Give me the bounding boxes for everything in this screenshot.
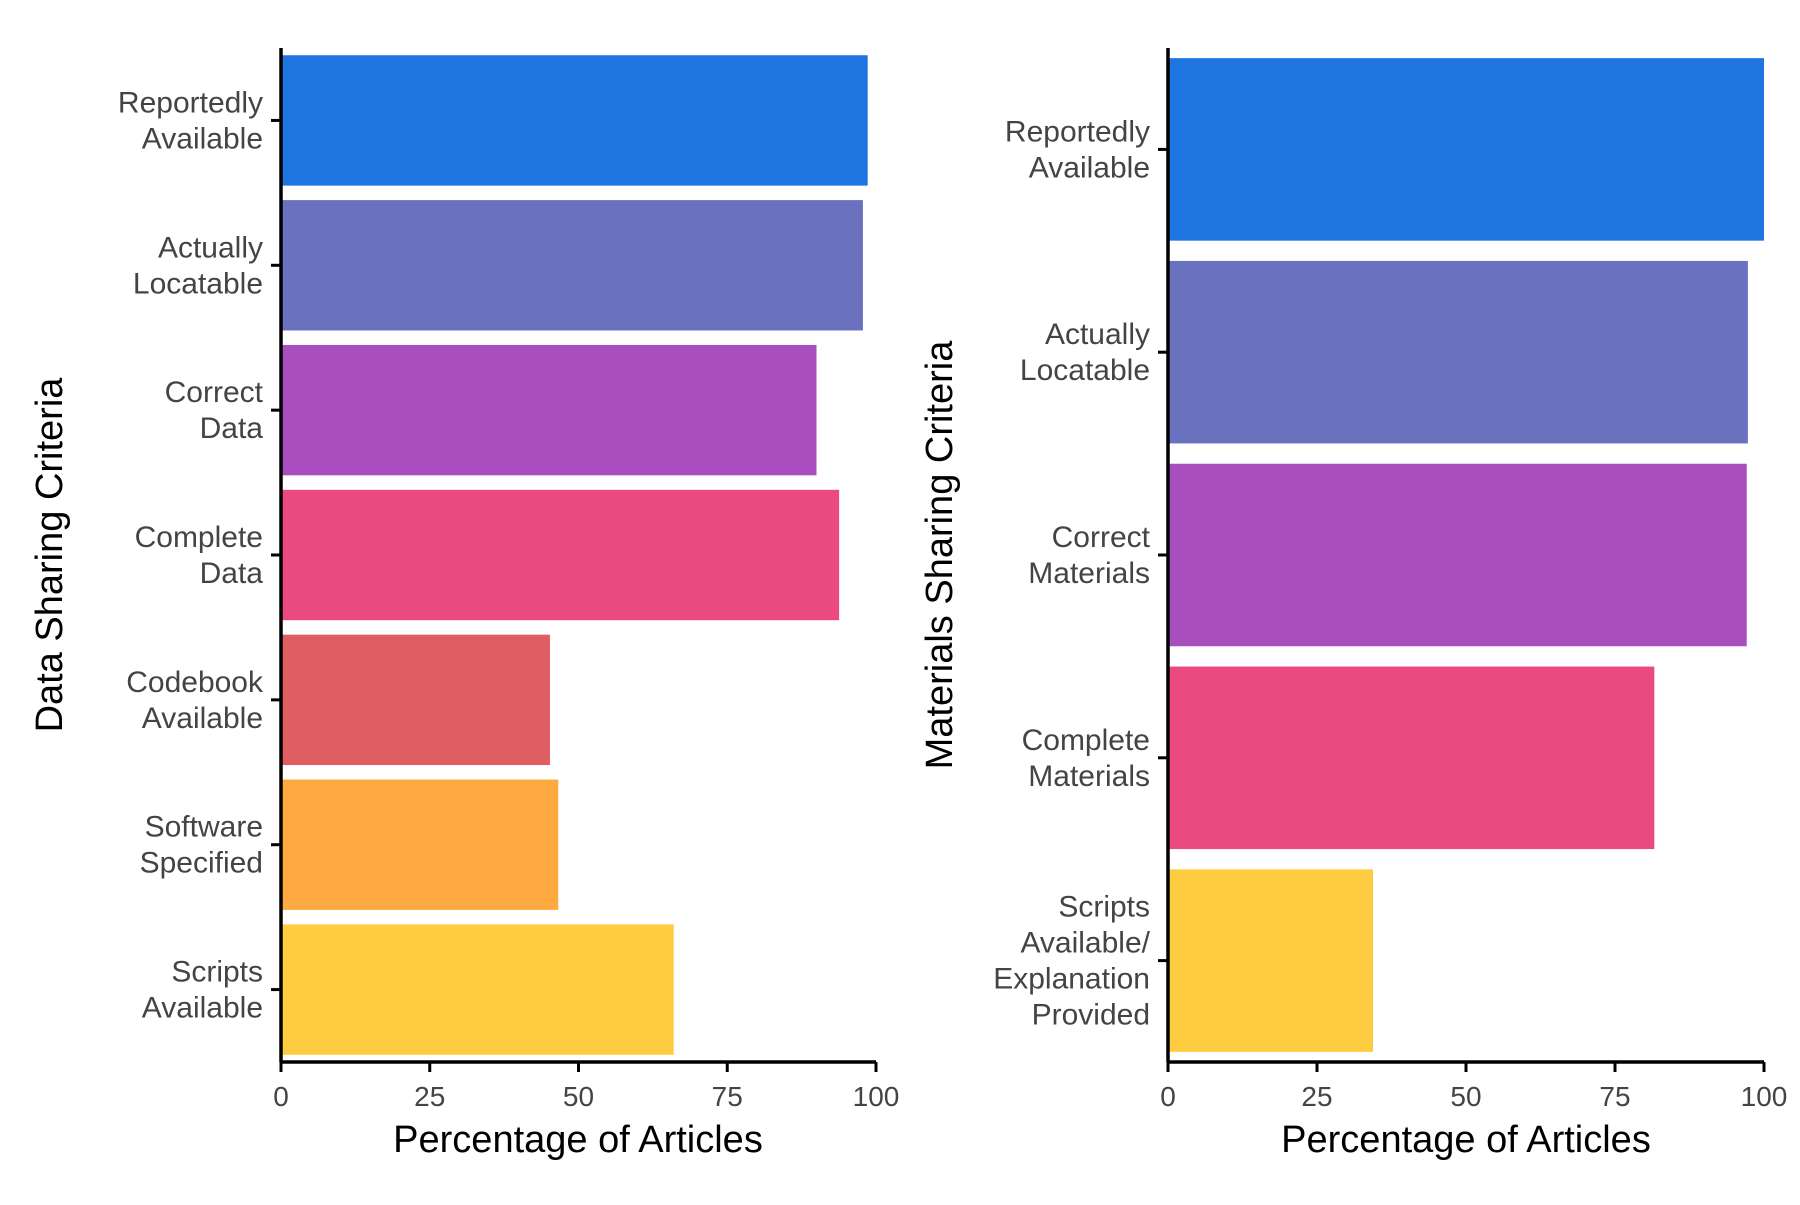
bar (281, 55, 868, 186)
y-tick-label-line: Correct (1052, 521, 1151, 554)
y-tick-label: Actually Locatable (1020, 318, 1150, 387)
bar (281, 779, 559, 910)
y-tick-label-line: Actually (158, 231, 263, 264)
y-tick-label: Actually Locatable (133, 231, 263, 300)
y-tick-label-line: Reportedly (118, 86, 263, 119)
y-tick-label-line: Specified (140, 847, 263, 880)
y-tick-label: Software Specified (140, 811, 263, 880)
y-tick-label-line: Complete (1022, 724, 1150, 757)
bar (1168, 666, 1655, 850)
x-tick-label: 100 (1741, 1081, 1788, 1112)
bar (281, 924, 674, 1055)
y-tick-label-line: Available (142, 702, 263, 735)
y-tick-label: Complete Data (135, 521, 264, 590)
x-tick-label: 0 (1160, 1081, 1176, 1112)
x-tick-label: 50 (1450, 1081, 1481, 1112)
y-tick-label-line: Materials (1028, 557, 1150, 590)
bar (281, 634, 550, 766)
y-tick-label-line: Data (200, 412, 264, 445)
bar (1168, 869, 1374, 1052)
x-tick-label: 0 (273, 1081, 289, 1112)
y-tick-label-line: Available (142, 122, 263, 155)
y-tick-label-line: Locatable (1020, 354, 1150, 387)
y-tick-label-line: Available/ (1020, 927, 1150, 960)
bar (1168, 260, 1748, 444)
x-tick-label: 25 (414, 1081, 445, 1112)
y-tick-label-line: Software (145, 811, 263, 844)
x-tick-label: 75 (712, 1081, 743, 1112)
x-axis-title: Percentage of Articles (393, 1119, 763, 1161)
x-tick-label: 75 (1599, 1081, 1630, 1112)
x-axis-title: Percentage of Articles (1281, 1119, 1651, 1161)
bar (1168, 58, 1764, 241)
bar (281, 344, 817, 476)
y-tick-label: Reportedly Available (118, 86, 263, 155)
y-tick-label-line: Provided (1032, 999, 1150, 1032)
y-tick-label-line: Actually (1045, 318, 1150, 351)
y-tick-label-line: Explanation (993, 963, 1150, 996)
bar (281, 200, 863, 331)
y-axis-title: Data Sharing Criteria (29, 377, 71, 733)
y-tick-label-line: Codebook (126, 666, 264, 699)
bar (1168, 463, 1747, 647)
y-tick-label-line: Reportedly (1005, 115, 1150, 148)
y-tick-label-line: Available (142, 992, 263, 1025)
y-tick-label-line: Materials (1028, 760, 1150, 793)
y-tick-label: Complete Materials (1022, 724, 1150, 793)
y-tick-label: Scripts Available/Explanation Provided (993, 891, 1150, 1032)
y-tick-label-line: Data (200, 557, 264, 590)
y-tick-label-line: Scripts (1058, 891, 1150, 924)
bar (281, 489, 840, 621)
y-tick-label: Reportedly Available (1005, 115, 1150, 184)
y-axis-title: Materials Sharing Criteria (919, 340, 961, 770)
y-tick-label: Codebook Available (126, 666, 264, 735)
x-tick-label: 25 (1301, 1081, 1332, 1112)
chart-panel-2: Reportedly Available Actually Locatable Corr… (919, 48, 1787, 1161)
y-tick-label: Correct Materials (1028, 521, 1150, 590)
y-tick-label-line: Available (1029, 151, 1150, 184)
y-tick-label-line: Correct (165, 376, 264, 409)
y-tick-label-line: Scripts (171, 956, 263, 989)
y-tick-label: Correct Data (165, 376, 264, 445)
y-tick-label-line: Complete (135, 521, 263, 554)
y-tick-label: Scripts Available (142, 956, 263, 1025)
y-tick-label-line: Locatable (133, 267, 263, 300)
x-tick-label: 50 (563, 1081, 594, 1112)
x-tick-label: 100 (853, 1081, 900, 1112)
